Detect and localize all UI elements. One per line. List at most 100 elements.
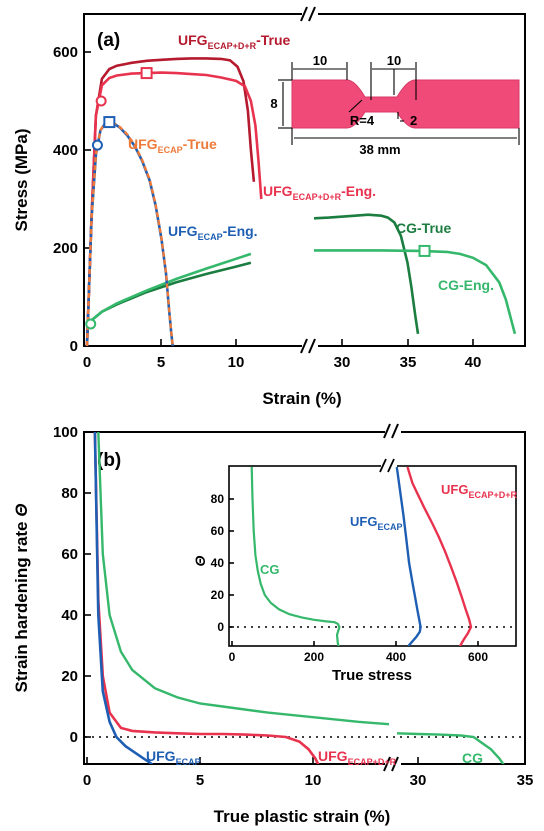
specimen-dim-total-length: 38 mm — [359, 142, 400, 157]
chart-b-y-tick: 20 — [61, 668, 91, 685]
chart-b-inset-x-tick: 600 — [468, 641, 488, 664]
chart-a-x-tick: 35 — [400, 339, 417, 371]
chart-a-series-ufg-ecap-true-line — [85, 120, 174, 346]
chart-a-x-tick: 10 — [228, 339, 245, 371]
chart-b-x-tick-label: 10 — [305, 772, 322, 789]
chart-b-x-tick-label: 30 — [410, 772, 427, 789]
chart-b-inset-y-tick-label: 20 — [211, 588, 225, 602]
chart-a-y-tick-label: 400 — [53, 142, 78, 159]
chart-a-y-tick-label: 600 — [53, 44, 78, 61]
chart-a-x-tick-label: 40 — [465, 354, 482, 371]
chart-b-inset-y-tick-label: 0 — [217, 620, 224, 634]
chart-a: 0 200 400 600 0 5 10 30 — [12, 6, 526, 408]
chart-b-panel-label: (b) — [97, 450, 121, 471]
chart-a-y-tick: 200 — [53, 240, 91, 257]
label-sub: ECAP — [176, 757, 201, 767]
chart-b-y-axis-label: Strain hardening rate Θ — [12, 504, 31, 693]
chart-b-inset-y-tick: 60 — [211, 524, 234, 538]
label-sub: ECAP+D+R — [293, 192, 342, 202]
chart-b-y-tick-label: 100 — [53, 424, 78, 441]
chart-a-x-tick-label: 0 — [83, 354, 91, 371]
chart-b-inset-x-tick-label: 400 — [386, 650, 406, 664]
label-main: UFG — [168, 223, 198, 239]
label-tail: -True — [417, 220, 451, 236]
chart-b-inset-series-group — [250, 466, 473, 646]
chart-a-x-tick: 40 — [465, 339, 482, 371]
uniform-elongation-square-marker — [103, 116, 116, 129]
specimen-dim-grip-length: 10 — [313, 53, 327, 68]
chart-b-y-axis-label-symbol: Θ — [12, 504, 31, 517]
chart-b-label-ufg-ecap: UFGECAP — [146, 748, 201, 767]
chart-a-label-ufg-ecap-eng: UFGECAP-Eng. — [168, 223, 258, 242]
chart-a-x-tick-label: 10 — [228, 354, 245, 371]
chart-b-inset-x-tick-label: 200 — [304, 650, 324, 664]
chart-b: 0 20 40 60 80 100 0 5 — [12, 423, 534, 826]
chart-a-series-ufg-ecap-dr-eng-line — [85, 71, 263, 346]
chart-a-label-ufg-ecap-true: UFGECAP-True — [128, 136, 217, 155]
chart-a-series-cg-eng-line — [86, 252, 252, 325]
label-tail: -Eng. — [223, 223, 258, 239]
chart-b-inset-y-tick: 0 — [217, 620, 234, 634]
chart-b-inset-x-tick: 400 — [386, 641, 406, 664]
chart-b-inset-y-axis-label: Θ — [192, 555, 208, 566]
chart-b-x-tick-label: 0 — [83, 772, 91, 789]
chart-b-series-ufg-ecap-line — [93, 432, 154, 764]
chart-b-x-tick: 0 — [83, 757, 91, 789]
chart-b-y-tick: 60 — [61, 546, 91, 563]
label-main: UFG — [350, 514, 377, 529]
specimen-dim-gauge-length: 10 — [387, 53, 401, 68]
chart-a-label-cg-true: CG-True — [396, 220, 451, 236]
label-sub: ECAP+D+R — [208, 41, 257, 51]
label-main: UFG — [441, 482, 468, 497]
specimen-dim-thickness: 2 — [410, 113, 417, 128]
label-sub: ECAP — [158, 145, 183, 155]
chart-a-series-ufg-ecap-dr-true-line — [85, 57, 256, 346]
chart-b-series-ufg-ecap-dr-line — [93, 432, 320, 764]
chart-a-x-tick-label: 35 — [400, 354, 417, 371]
chart-b-inset-series-ufg-ecap-line — [395, 466, 422, 646]
chart-a-y-tick: 600 — [53, 44, 91, 61]
chart-b-inset-x-axis-label: True stress — [332, 667, 412, 684]
chart-a-bottom-axis-break — [300, 338, 318, 354]
label-main: CG — [396, 220, 417, 236]
uniform-elongation-square-marker — [418, 244, 431, 257]
chart-b-y-tick-label: 80 — [61, 485, 78, 502]
chart-b-series-group — [93, 432, 505, 764]
chart-b-inset-y-tick-label: 40 — [211, 556, 225, 570]
chart-a-specimen-inset: 10 10 8 R=4 2 38 mm — [270, 53, 520, 157]
chart-a-x-tick: 30 — [334, 339, 351, 371]
chart-b-x-tick: 35 — [517, 757, 534, 789]
specimen-dim-radius: R=4 — [350, 113, 375, 128]
chart-b-series-cg-line — [97, 432, 389, 726]
chart-a-series-group — [85, 57, 517, 346]
chart-b-inset-x-tick: 200 — [304, 641, 324, 664]
chart-b-y-tick: 40 — [61, 607, 91, 624]
label-tail: -True — [256, 32, 290, 48]
chart-a-y-tick-label: 200 — [53, 240, 78, 257]
chart-b-y-tick: 0 — [70, 729, 91, 746]
chart-b-inset-top-axis-break — [379, 458, 397, 473]
label-tail: -Eng. — [341, 183, 376, 199]
label-sub: ECAP+D+R — [468, 490, 517, 500]
chart-b-x-tick: 10 — [305, 757, 322, 789]
chart-a-x-tick: 5 — [157, 339, 165, 371]
chart-b-inset-y-tick-label: 80 — [211, 492, 225, 506]
chart-a-series-cg-true-line — [314, 213, 420, 334]
chart-a-panel-label: (a) — [97, 30, 120, 51]
chart-b-top-axis-break — [383, 423, 401, 439]
chart-a-series-cg-eng-line — [314, 249, 517, 335]
chart-b-inset-y-tick: 40 — [211, 556, 234, 570]
chart-b-x-tick-label: 35 — [517, 772, 534, 789]
chart-a-label-cg-eng: CG-Eng. — [438, 277, 494, 293]
chart-a-x-tick-label: 30 — [334, 354, 351, 371]
chart-b-y-tick-label: 60 — [61, 546, 78, 563]
chart-b-inset-y-tick: 80 — [211, 492, 234, 506]
chart-b-inset-y-tick-label: 60 — [211, 524, 225, 538]
chart-b-y-tick-label: 40 — [61, 607, 78, 624]
chart-b-frame — [83, 431, 526, 765]
chart-b-x-tick: 5 — [196, 757, 204, 789]
chart-b-label-ufg-ecap-dr: UFGECAP+D+R — [318, 748, 397, 767]
chart-b-inset-x-tick-label: 0 — [229, 650, 236, 664]
label-main: UFG — [318, 748, 348, 764]
yield-point-circle-marker — [91, 139, 103, 151]
